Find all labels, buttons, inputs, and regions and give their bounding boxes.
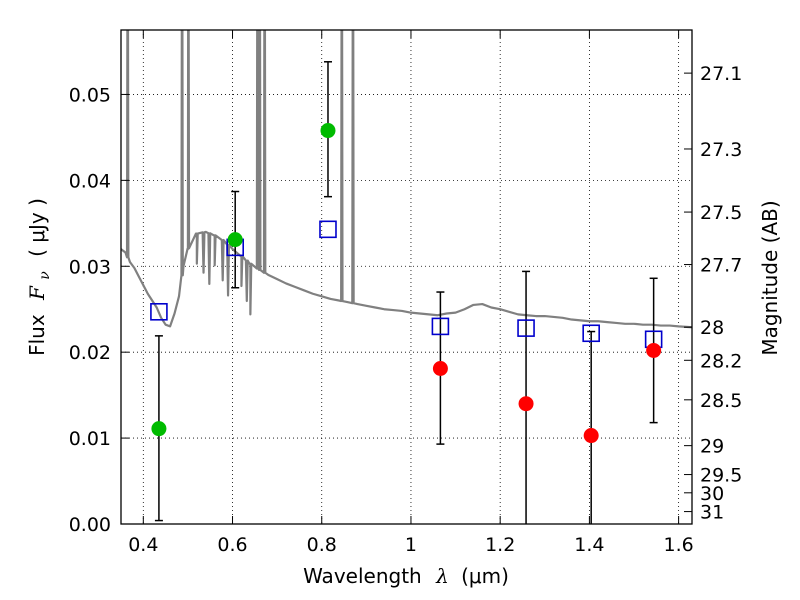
x-tick-label: 1.2 (485, 534, 515, 556)
model-photometry-square (319, 220, 337, 239)
y2-axis-label: Magnitude (AB) (758, 200, 782, 355)
y-axis-label: Flux F ν ( μJy ) (25, 198, 54, 356)
nondetection-point (646, 342, 662, 358)
x-tick-label: 1.4 (574, 534, 604, 556)
y2-tick-label: 28 (700, 317, 724, 339)
model-photometry-markers (150, 220, 663, 349)
y-tick-label: 0.00 (69, 514, 111, 536)
y-axis-label-unit: ( μJy ) (25, 198, 49, 257)
x-tick-label: 1 (405, 534, 417, 556)
x-tick-label: 0.4 (128, 534, 158, 556)
y2-tick-label: 27.5 (700, 202, 742, 224)
x-axis-label-lead: Wavelength (303, 564, 422, 588)
x-axis-label-symbol: λ (435, 564, 449, 588)
y2-tick-label: 29.5 (700, 465, 742, 487)
plot-area (121, 30, 692, 524)
y-tick-label: 0.05 (69, 84, 111, 106)
y-tick-label: 0.02 (69, 342, 111, 364)
model-photometry-square (517, 319, 535, 337)
observed-photometry-markers (151, 123, 662, 444)
detection-point (320, 123, 336, 139)
model-spectrum-line (121, 30, 692, 329)
y-axis-label-lead: Flux (25, 314, 49, 356)
nondetection-point (432, 360, 448, 376)
y-tick-label: 0.01 (69, 428, 111, 450)
x-axis-label: Wavelength λ (μm) (303, 564, 509, 588)
model-photometry-square (150, 302, 168, 321)
y-tick-label: 0.04 (69, 170, 111, 192)
y2-tick-label: 31 (700, 502, 724, 524)
detection-point (151, 421, 167, 437)
nondetection-point (583, 428, 599, 444)
y-axis-label-subscript: ν (37, 271, 53, 280)
model-spectrum (121, 30, 692, 329)
y2-tick-label: 28.2 (700, 350, 742, 372)
y-axis-label-symbol: F (25, 285, 49, 301)
x-tick-label: 1.6 (664, 534, 694, 556)
axes: 0.4 0.6 0.8 1 1.2 1.4 1.6 0.00 0.01 0.02 0.03 0.04 0… (69, 30, 742, 556)
x-tick-label: 0.8 (307, 534, 337, 556)
y2-tick-label: 29 (700, 436, 724, 458)
x-axis-label-unit: (μm) (461, 564, 509, 588)
model-photometry-square (582, 324, 600, 343)
y-tick-label: 0.03 (69, 256, 111, 278)
model-photometry-square (431, 317, 450, 336)
y2-tick-label: 27.1 (700, 63, 742, 85)
plot-frame (120, 29, 693, 525)
y2-tick-label: 30 (700, 483, 724, 505)
x-tick-label: 0.6 (217, 534, 247, 556)
y2-tick-label: 27.3 (700, 139, 742, 161)
detection-point (227, 232, 243, 248)
nondetection-point (518, 396, 534, 412)
y2-tick-label: 27.7 (700, 255, 742, 277)
y2-tick-label: 28.5 (700, 390, 742, 412)
